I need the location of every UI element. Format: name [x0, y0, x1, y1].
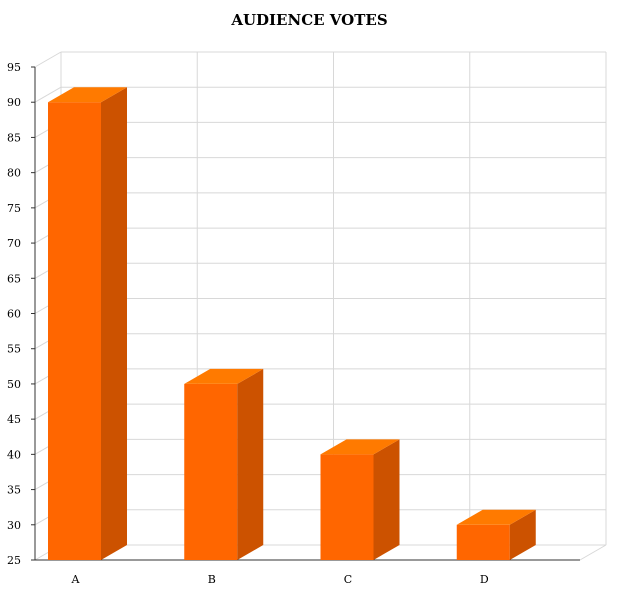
- chart-title: AUDIENCE VOTES: [231, 11, 388, 29]
- bar: [184, 368, 264, 560]
- x-tick-label: D: [480, 573, 489, 586]
- bar-top: [48, 87, 127, 103]
- floor-edge: [579, 544, 607, 561]
- bar-top: [320, 439, 400, 455]
- y-tick-label: 25: [7, 554, 21, 567]
- y-tick-label: 80: [7, 167, 21, 180]
- x-tick-label: B: [208, 573, 216, 586]
- bar-front: [320, 454, 374, 560]
- y-tick-label: 45: [7, 413, 21, 426]
- bar: [48, 87, 127, 560]
- y-tick-label: 90: [7, 96, 21, 109]
- bar-side: [101, 87, 127, 560]
- y-tick-label: 85: [7, 131, 21, 144]
- y-tick-label: 75: [7, 202, 21, 215]
- grid-diagonal: [34, 51, 62, 68]
- y-tick-label: 60: [7, 308, 21, 321]
- bar: [456, 509, 536, 560]
- y-tick-label: 30: [7, 519, 21, 532]
- bar-front: [456, 524, 510, 560]
- bar-front: [48, 102, 101, 560]
- x-tick-label: A: [71, 573, 81, 586]
- y-tick-label: 40: [7, 448, 21, 461]
- y-tick-label: 65: [7, 272, 21, 285]
- bar-top: [184, 368, 264, 384]
- bar-front: [184, 383, 238, 560]
- bar-side: [237, 368, 264, 560]
- y-tick-label: 70: [7, 237, 21, 250]
- y-tick-label: 95: [7, 61, 21, 74]
- bar: [320, 439, 400, 560]
- x-tick-label: C: [344, 573, 352, 586]
- bars: [48, 87, 536, 560]
- y-axis-ticks: 25 30 35 40 45 50 55 60 65 70 75 80 85 90 95: [7, 61, 35, 567]
- bar-top: [456, 509, 536, 525]
- y-tick-label: 55: [7, 343, 21, 356]
- y-tick-label: 35: [7, 484, 21, 497]
- bar-side: [509, 509, 536, 560]
- x-axis-ticks: A B C D: [71, 573, 489, 586]
- y-tick-label: 50: [7, 378, 21, 391]
- bar-side: [373, 439, 400, 560]
- grid: [34, 51, 607, 561]
- grid-diagonal: [34, 86, 62, 103]
